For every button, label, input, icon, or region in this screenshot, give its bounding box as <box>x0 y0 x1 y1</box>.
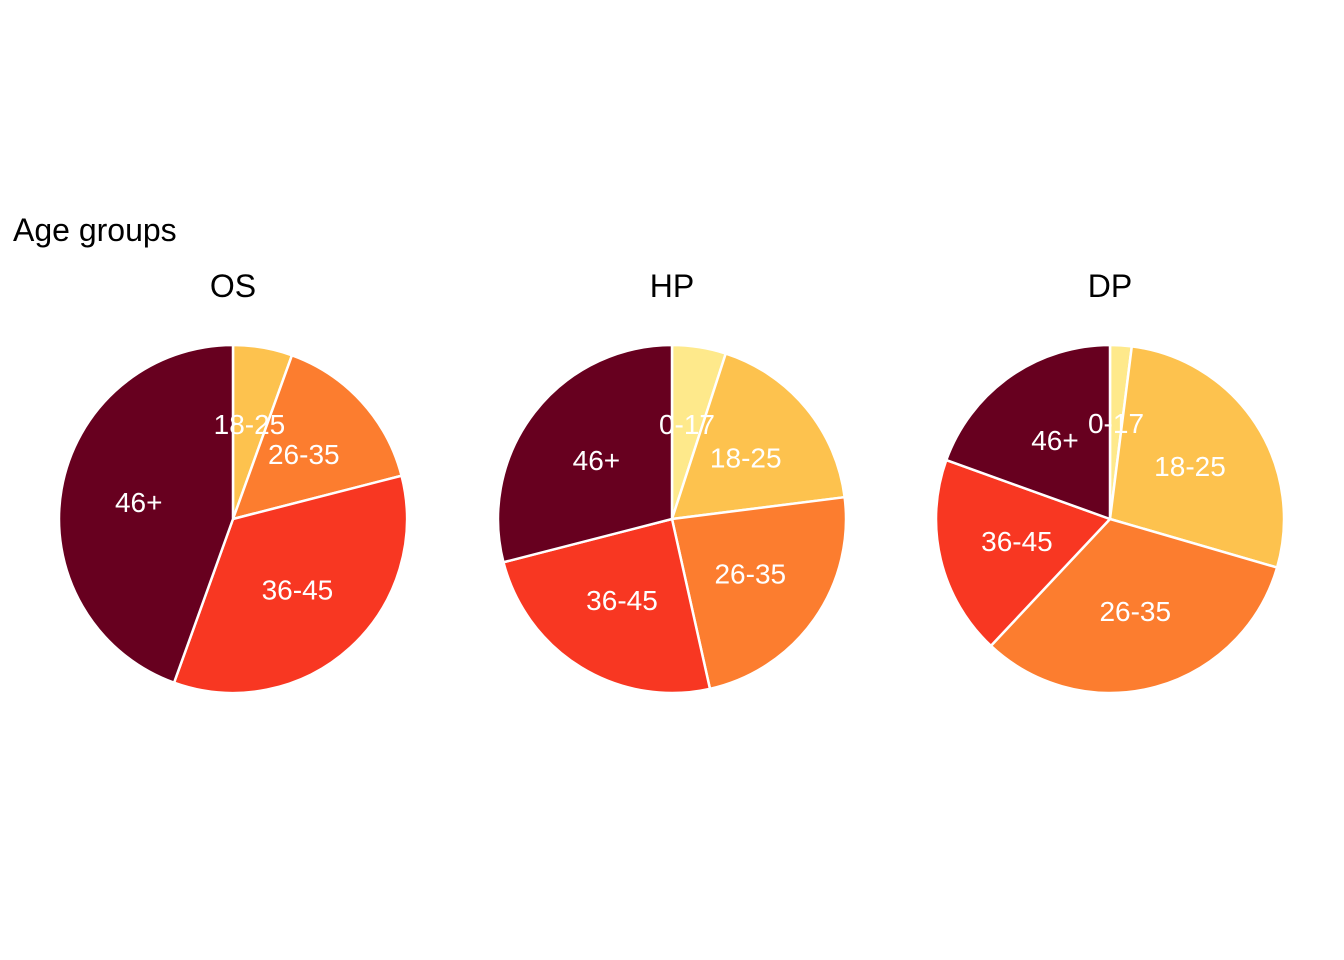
pie-slice-26-35 <box>231 354 403 521</box>
facet-title: OS <box>210 268 256 304</box>
pie-slice-36-45 <box>172 474 409 695</box>
slice-label-46+: 46+ <box>115 487 163 518</box>
slice-label-46+: 46+ <box>573 445 621 476</box>
pie-slice-18-25 <box>670 352 846 521</box>
slice-label-26-35: 26-35 <box>268 439 340 470</box>
slice-label-18-25: 18-25 <box>214 409 286 440</box>
pie-slice-18-25 <box>1108 345 1286 569</box>
slice-label-18-25: 18-25 <box>710 442 782 473</box>
slice-label-26-35: 26-35 <box>714 559 786 590</box>
pie-slice-46+ <box>57 343 235 684</box>
pie-slice-46+ <box>496 343 674 564</box>
pie-slice-36-45 <box>934 458 1112 648</box>
slice-label-0-17: 0-17 <box>1088 408 1144 439</box>
pie-dp: DP 0-17 18-25 26-35 36-45 46+ <box>934 268 1286 695</box>
pie-slice-26-35 <box>670 495 848 691</box>
pie-slice-36-45 <box>502 517 712 695</box>
facet-title: HP <box>650 268 694 304</box>
slice-label-18-25: 18-25 <box>1154 451 1226 482</box>
slice-label-36-45: 36-45 <box>981 526 1053 557</box>
slice-label-36-45: 36-45 <box>586 585 658 616</box>
slice-label-0-17: 0-17 <box>659 409 715 440</box>
pie-slice-26-35 <box>989 517 1279 695</box>
facet-title: DP <box>1088 268 1132 304</box>
slice-label-46+: 46+ <box>1031 425 1079 456</box>
slice-label-36-45: 36-45 <box>262 574 334 605</box>
slice-label-26-35: 26-35 <box>1099 596 1171 627</box>
pie-slice-46+ <box>945 343 1112 521</box>
chart-title: Age groups <box>13 212 177 248</box>
